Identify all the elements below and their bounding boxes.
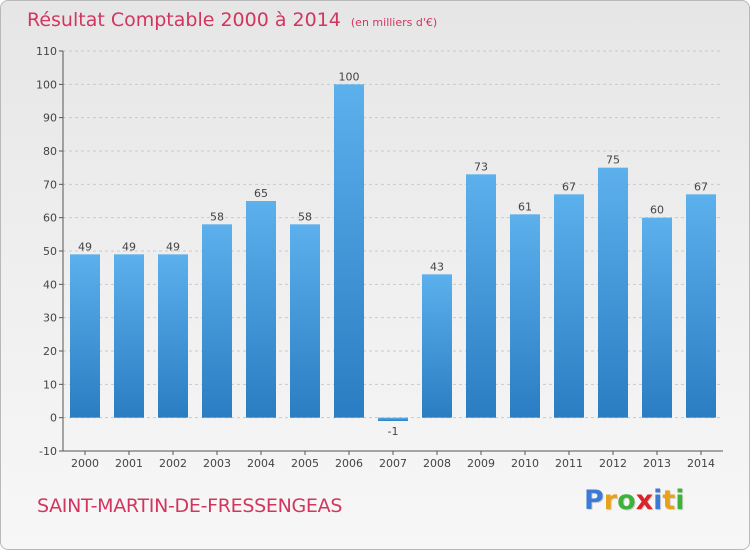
logo-letter: P — [584, 485, 604, 516]
bar — [114, 254, 144, 418]
chart-title: Résultat Comptable 2000 à 2014 (en millie… — [27, 9, 437, 31]
x-tick-label: 2013 — [643, 457, 671, 470]
logo-letter: r — [603, 485, 618, 516]
x-tick-label: 2014 — [687, 457, 715, 470]
bar — [246, 201, 276, 418]
data-label: 43 — [430, 260, 444, 273]
data-label: 67 — [562, 180, 576, 193]
data-label: 49 — [78, 240, 92, 253]
y-tick-label: 30 — [43, 312, 57, 325]
logo-letter: t — [662, 485, 676, 516]
y-tick-label: -10 — [39, 445, 57, 458]
data-label: -1 — [388, 425, 399, 438]
y-tick-label: 80 — [43, 145, 57, 158]
bar — [598, 167, 628, 418]
bar — [510, 214, 540, 418]
y-tick-label: 10 — [43, 378, 57, 391]
y-tick-label: 40 — [43, 278, 57, 291]
logo-letter: o — [617, 485, 636, 516]
y-tick-label: 100 — [36, 78, 57, 91]
x-tick-label: 2002 — [159, 457, 187, 470]
x-tick-label: 2006 — [335, 457, 363, 470]
data-label: 73 — [474, 160, 488, 173]
y-tick-label: 90 — [43, 112, 57, 125]
x-tick-label: 2004 — [247, 457, 275, 470]
bar — [642, 217, 672, 418]
y-tick-label: 60 — [43, 212, 57, 225]
chart-title-main: Résultat Comptable 2000 à 2014 — [27, 9, 341, 31]
bar — [422, 274, 452, 418]
logo-letter: i — [653, 485, 663, 516]
bar — [70, 254, 100, 418]
x-tick-label: 2005 — [291, 457, 319, 470]
x-tick-label: 2007 — [379, 457, 407, 470]
y-tick-label: 110 — [36, 45, 57, 58]
bar — [158, 254, 188, 418]
logo-letter: i — [675, 485, 685, 516]
data-label: 58 — [298, 210, 312, 223]
bar — [554, 194, 584, 418]
y-tick-label: 50 — [43, 245, 57, 258]
data-label: 60 — [650, 204, 664, 217]
data-label: 61 — [518, 200, 532, 213]
x-tick-label: 2011 — [555, 457, 583, 470]
x-tick-label: 2008 — [423, 457, 451, 470]
y-tick-label: 0 — [50, 412, 57, 425]
data-label: 49 — [166, 240, 180, 253]
data-label: 65 — [254, 187, 268, 200]
y-tick-label: 20 — [43, 345, 57, 358]
chart-title-unit: (en milliers d'€) — [350, 16, 438, 29]
x-tick-label: 2001 — [115, 457, 143, 470]
bar — [334, 84, 364, 418]
data-label: 58 — [210, 210, 224, 223]
bar — [202, 224, 232, 418]
proxiti-logo: Proxiti — [584, 485, 685, 516]
x-tick-label: 2003 — [203, 457, 231, 470]
x-tick-label: 2000 — [71, 457, 99, 470]
x-tick-label: 2012 — [599, 457, 627, 470]
bar — [466, 174, 496, 418]
commune-name: SAINT-MARTIN-DE-FRESSENGEAS — [37, 495, 343, 517]
x-tick-label: 2009 — [467, 457, 495, 470]
x-tick-label: 2010 — [511, 457, 539, 470]
data-label: 67 — [694, 180, 708, 193]
y-tick-label: 70 — [43, 178, 57, 191]
data-label: 75 — [606, 154, 620, 167]
logo-letter: x — [635, 485, 654, 516]
bar — [378, 417, 408, 421]
bar — [686, 194, 716, 418]
data-label: 100 — [339, 70, 360, 83]
bar — [290, 224, 320, 418]
data-label: 49 — [122, 240, 136, 253]
